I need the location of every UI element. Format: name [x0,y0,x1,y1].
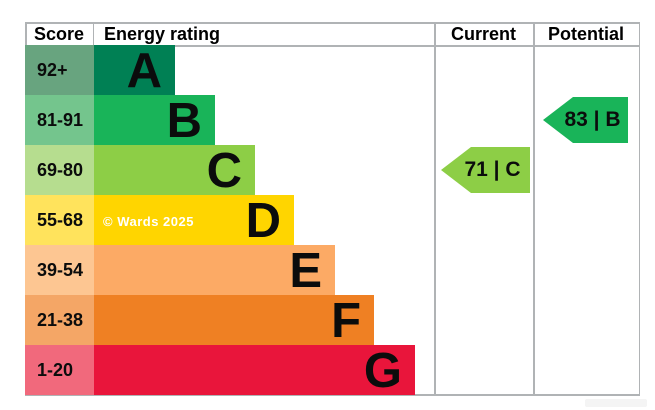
table-top-border [25,22,640,24]
band-letter-e: E [289,244,322,298]
band-bar-a: A [94,44,175,98]
band-row-g: 1-20 G [25,344,415,398]
band-row-c: 69-80 C [25,144,415,198]
band-row-b: 81-91 B [25,94,415,148]
table-right-border [638,22,640,395]
score-cell-g: 1-20 [25,345,94,395]
band-bar-b: B [94,94,215,148]
band-row-f: 21-38 F [25,294,415,348]
header-bottom-border [25,45,640,47]
score-range-label: 69-80 [37,160,84,180]
score-column-separator [92,22,94,46]
header-current: Current [450,24,516,44]
band-letter-g: G [363,344,402,398]
header-score: Score [33,24,85,44]
score-cell-c: 69-80 [25,145,94,195]
score-range-label: 81-91 [37,110,84,130]
current-column-separator [434,22,436,395]
band-letter-b: B [166,94,202,148]
score-range-label: 21-38 [37,310,84,330]
band-row-a: 92+ A [25,44,415,98]
band-letter-c: C [206,144,242,198]
band-bar-f: F [94,294,374,348]
score-range-label: 1-20 [37,360,74,380]
faint-watermark [585,399,647,407]
potential-rating-arrow: 83 | B [543,97,628,143]
current-rating-label: 71 | C [464,158,521,181]
band-letter-a: A [126,44,162,98]
band-letter-f: F [331,294,361,348]
score-cell-a: 92+ [25,45,94,95]
score-cell-e: 39-54 [25,245,94,295]
band-letter-d: D [245,194,281,248]
band-row-d: 55-68 D [25,194,415,248]
header-potential: Potential [547,24,624,44]
band-bar-d: D [94,194,294,248]
current-rating-arrow: 71 | C [441,147,530,193]
band-bar-g: G [94,344,415,398]
score-cell-d: 55-68 [25,195,94,245]
potential-rating-label: 83 | B [564,108,621,131]
band-bar-e: E [94,244,335,298]
band-bar-c: C [94,144,255,198]
score-range-label: 92+ [37,60,68,80]
header-energy-rating: Energy rating [104,24,221,44]
band-row-e: 39-54 E [25,244,415,298]
header-left-border [25,22,27,46]
copyright-watermark: © Wards 2025 [103,214,194,229]
score-cell-b: 81-91 [25,95,94,145]
score-cell-f: 21-38 [25,295,94,345]
score-range-label: 55-68 [37,210,84,230]
score-range-label: 39-54 [37,260,84,280]
potential-column-separator [533,22,535,395]
